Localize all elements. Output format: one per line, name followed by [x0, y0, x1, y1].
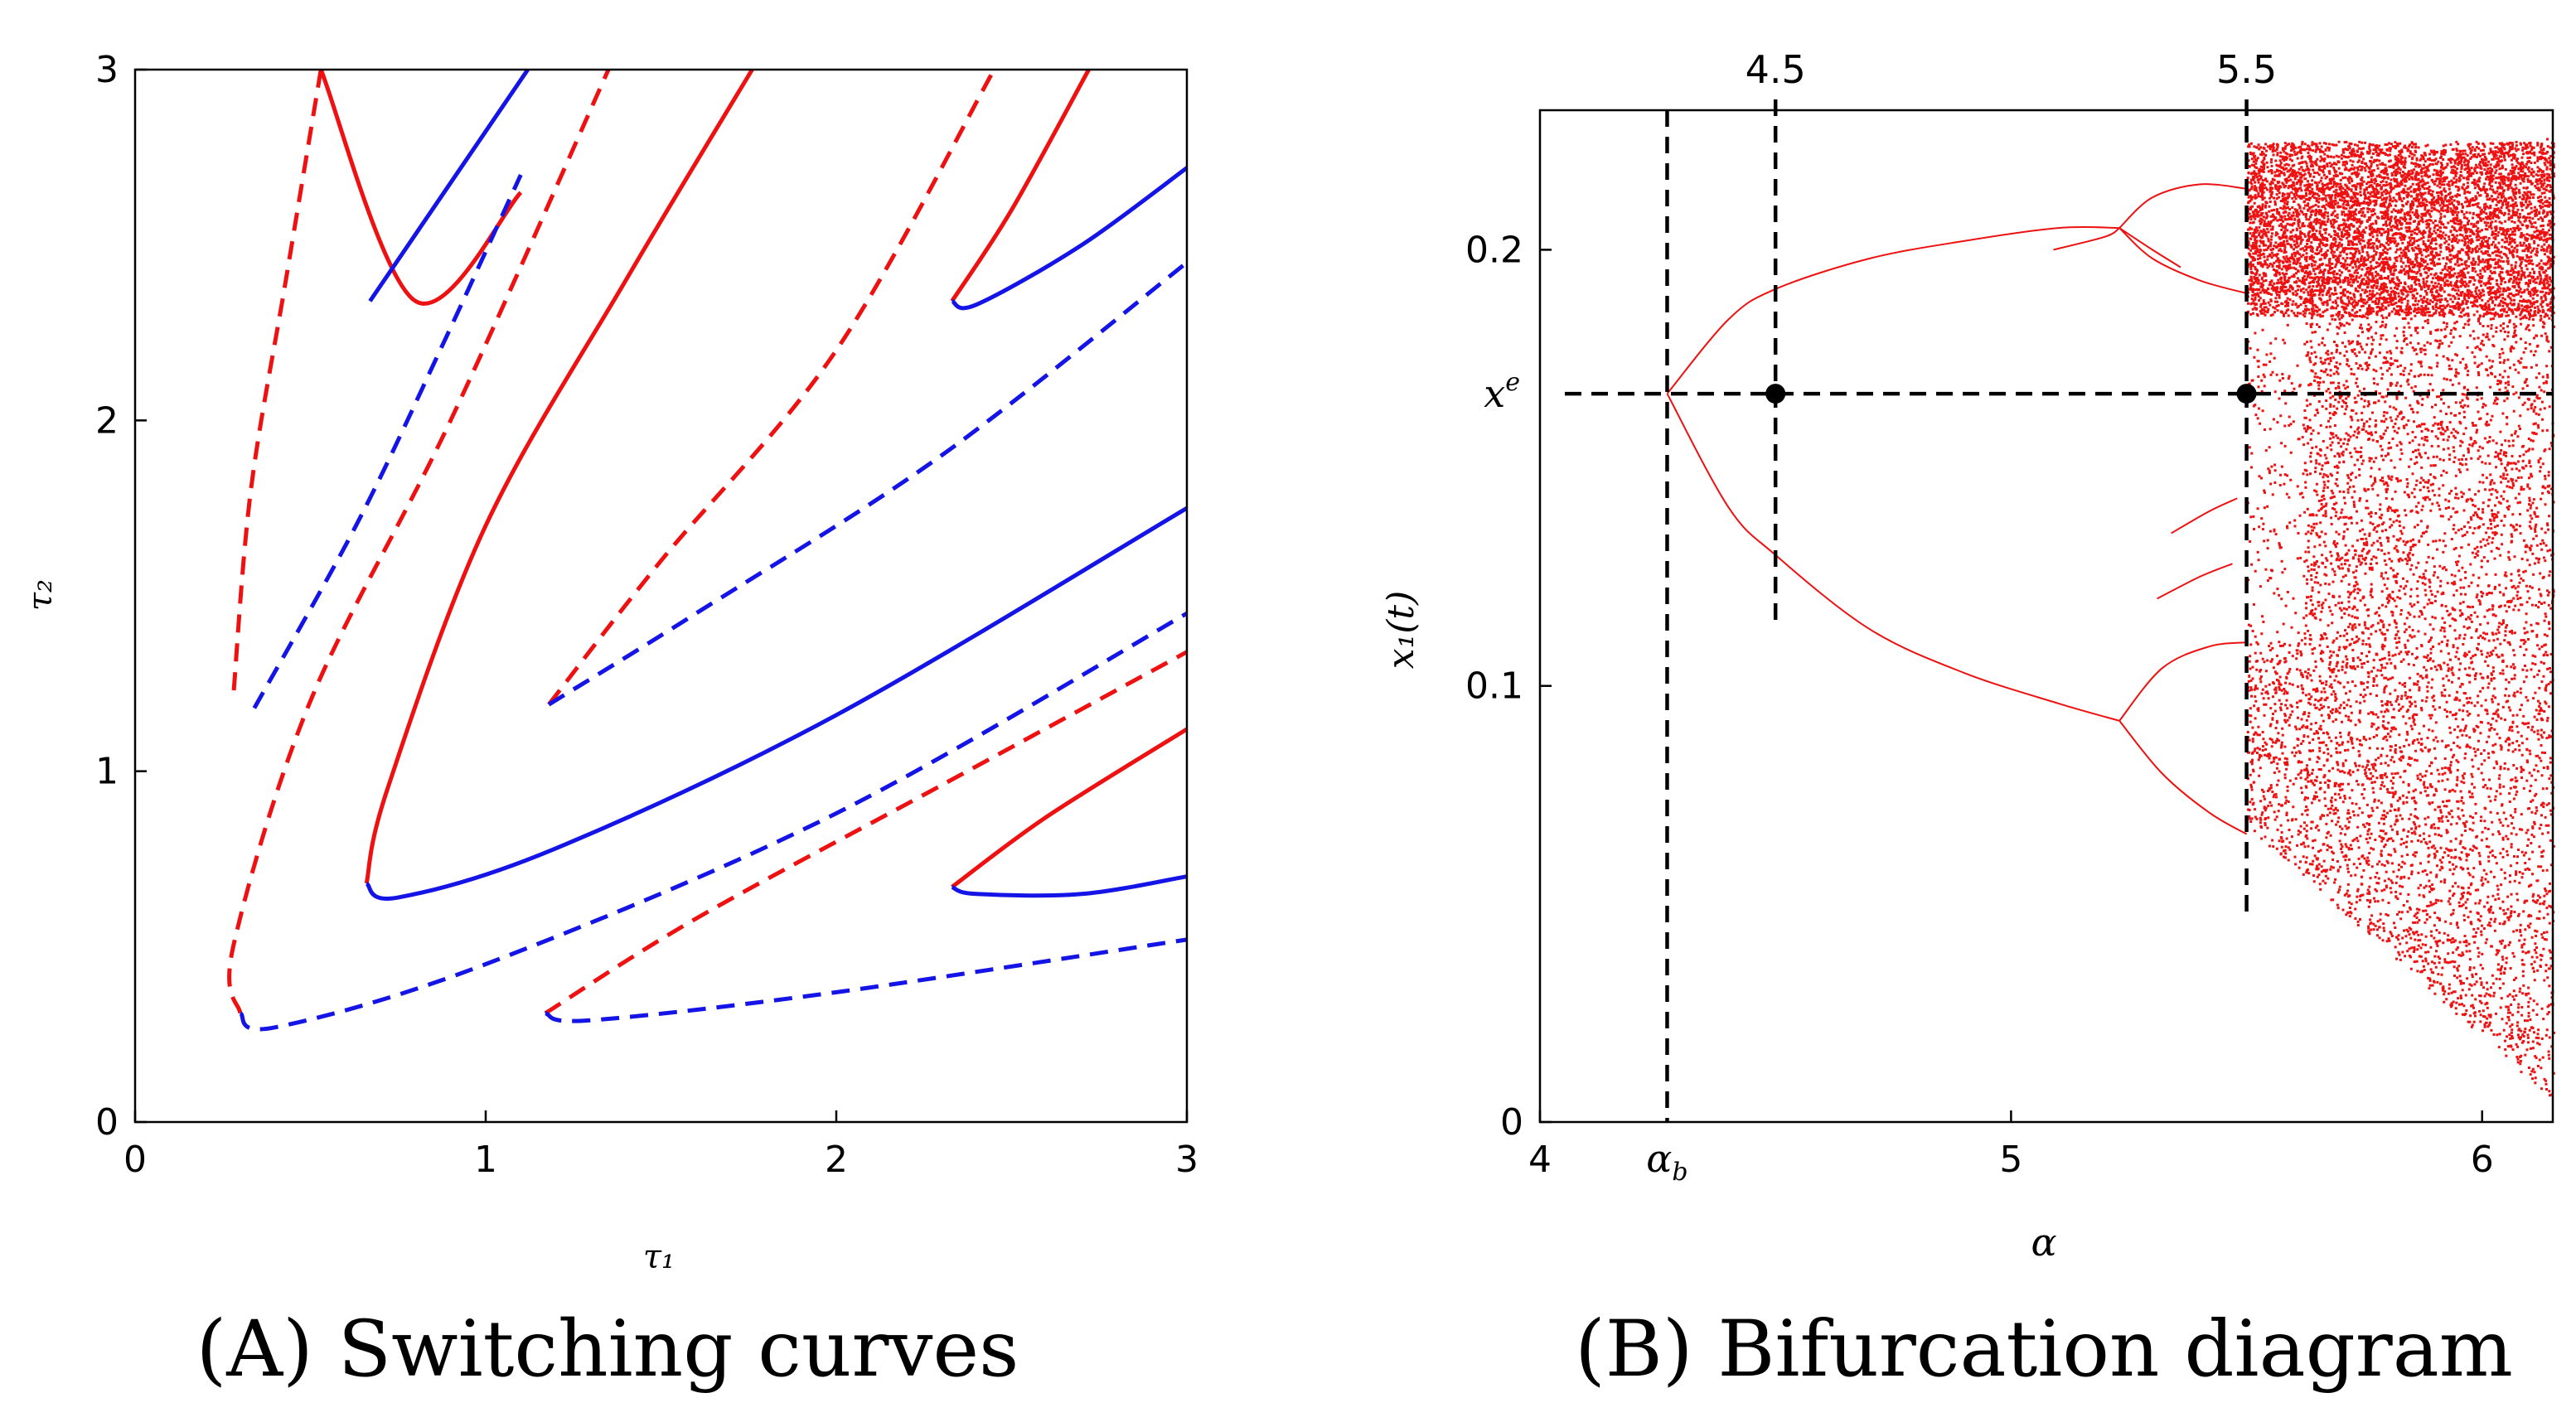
panel-b-bifurcation-diagram: 4 αb 5 6 0 0.1 0.2 xe 4.5 5.5 α x₁(t) (B) Bifurca…	[1380, 47, 2555, 1395]
equilibrium-point	[2236, 384, 2257, 404]
y-tick-label-xe: xe	[1484, 368, 1520, 416]
sub-branch	[2118, 641, 2247, 722]
panel-b-caption: (B) Bifurcation diagram	[1575, 1304, 2513, 1395]
y-tick-label: 3	[95, 49, 119, 91]
switching-curves-series	[227, 68, 1189, 1032]
period-branches	[1666, 183, 2248, 835]
reference-dashed-lines	[1565, 99, 2553, 1122]
curve-red-dashed-1	[230, 69, 323, 699]
sub-branch	[2118, 227, 2181, 268]
y-tick-label: 2	[95, 399, 119, 442]
curve-red-solid-1	[318, 69, 523, 306]
curve-blue-dashed-4	[545, 937, 1188, 1023]
sub-branch	[2053, 227, 2120, 251]
sub-branch	[2118, 720, 2248, 835]
panel-a-axes-frame	[133, 68, 1189, 1124]
curve-red-dashed-2	[227, 68, 611, 1014]
panel-a-caption: (A) Switching curves	[196, 1304, 1019, 1395]
panel-b-ticks: 4 αb 5 6 0 0.1 0.2 xe 4.5 5.5	[1465, 47, 2494, 1187]
x-tick-label: 0	[123, 1139, 147, 1181]
panel-b-axes-frame	[1538, 109, 2554, 1124]
panel-a-y-label: τ₂	[22, 579, 60, 611]
sub-branch	[2118, 227, 2247, 294]
curve-blue-solid-2	[365, 506, 1189, 901]
x-tick-label: 3	[1175, 1139, 1198, 1181]
branch-upper	[1666, 225, 2120, 394]
top-alpha-label: 4.5	[1746, 47, 1806, 92]
alpha-b-subscript: b	[1672, 1158, 1687, 1187]
curve-blue-solid-3	[951, 166, 1189, 311]
curve-blue-dashed-1	[252, 173, 523, 709]
xe-superscript: e	[1505, 368, 1520, 397]
curve-red-solid-4	[951, 727, 1189, 889]
panel-b-x-label: α	[2031, 1220, 2056, 1265]
y-tick-label: 0	[1500, 1101, 1523, 1144]
x-tick-label: 1	[474, 1139, 497, 1181]
y-tick-label: 0	[95, 1101, 119, 1144]
curve-red-dashed-3	[547, 68, 996, 706]
x-tick-label: 6	[2471, 1139, 2494, 1181]
x-tick-label: 4	[1528, 1139, 1552, 1181]
x-tick-label: 2	[825, 1139, 848, 1181]
panel-b-y-label: x₁(t)	[1380, 591, 1422, 669]
top-alpha-label: 5.5	[2216, 47, 2277, 92]
panel-a-ticks: 0 1 2 3 0 1 2 3	[95, 49, 1198, 1181]
curve-blue-dashed-3	[547, 260, 1189, 707]
curve-blue-solid-1	[368, 68, 530, 302]
curve-blue-solid-4	[951, 874, 1188, 898]
chaotic-region-points	[2246, 138, 2555, 1097]
x-tick-label: 5	[1999, 1139, 2022, 1181]
chaotic-scatter	[2246, 138, 2555, 1097]
sub-branch	[2171, 497, 2238, 534]
curve-blue-dashed-2	[239, 612, 1189, 1032]
sub-branch	[2118, 183, 2247, 229]
sub-branch	[2157, 563, 2233, 600]
curve-red-solid-2	[364, 68, 754, 884]
curve-red-dashed-4	[544, 650, 1189, 1015]
panel-a-switching-curves: 0 1 2 3 0 1 2 3 τ₁ τ₂ (A) Switching curves	[22, 49, 1198, 1395]
equilibrium-point	[1765, 384, 1786, 404]
panel-a-x-label: τ₁	[643, 1238, 675, 1276]
y-tick-label: 0.1	[1465, 665, 1523, 708]
branch-lower	[1666, 393, 2120, 722]
y-tick-label: 0.2	[1465, 229, 1523, 271]
y-tick-label: 1	[95, 751, 119, 793]
equilibrium-markers	[1765, 384, 2257, 404]
curve-red-solid-3	[950, 68, 1091, 302]
x-tick-label-alpha-b: αb	[1646, 1136, 1687, 1187]
